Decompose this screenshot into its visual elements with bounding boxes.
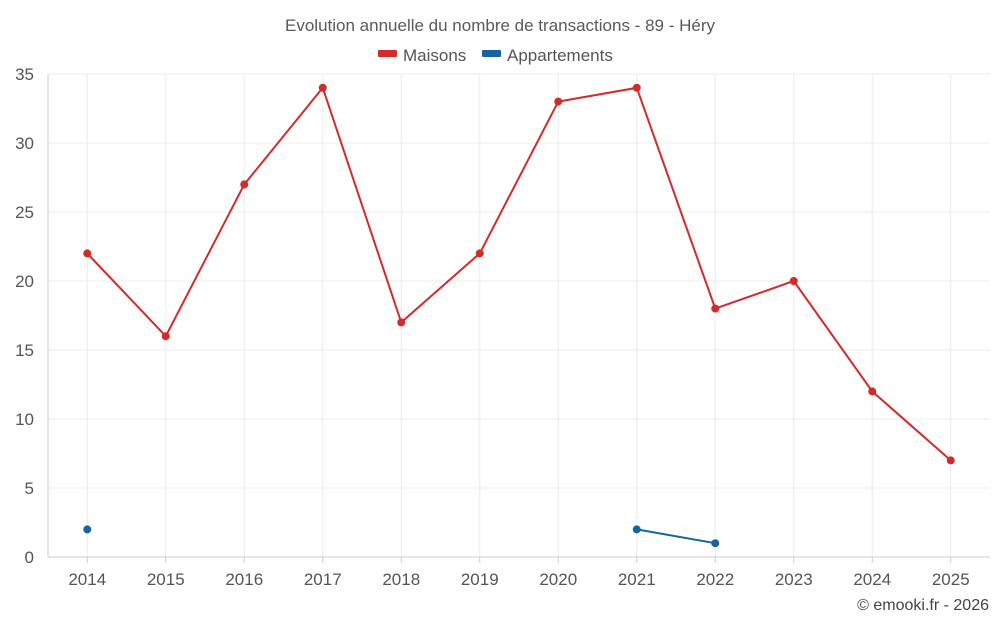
y-tick-label: 35	[15, 65, 34, 84]
credit-text: © emooki.fr - 2026	[857, 597, 989, 614]
x-tick-label: 2021	[618, 570, 656, 589]
x-tick-label: 2014	[68, 570, 106, 589]
data-point-appartements[interactable]	[711, 539, 720, 548]
data-point-maisons[interactable]	[946, 456, 955, 465]
y-tick-label: 5	[25, 479, 34, 498]
data-point-appartements[interactable]	[632, 525, 641, 534]
data-point-maisons[interactable]	[632, 83, 641, 92]
data-point-maisons[interactable]	[397, 318, 406, 327]
y-tick-label: 0	[25, 548, 34, 567]
data-point-maisons[interactable]	[161, 332, 170, 341]
x-tick-label: 2024	[853, 570, 891, 589]
chart-title: Evolution annuelle du nombre de transact…	[285, 16, 715, 35]
data-point-maisons[interactable]	[868, 387, 877, 396]
x-tick-label: 2025	[932, 570, 970, 589]
data-point-maisons[interactable]	[789, 277, 798, 285]
legend-swatch-appartements	[482, 50, 501, 57]
y-tick-label: 10	[15, 410, 34, 429]
x-tick-label: 2018	[382, 570, 420, 589]
x-tick-label: 2022	[696, 570, 734, 589]
x-tick-label: 2019	[461, 570, 499, 589]
data-point-maisons[interactable]	[318, 83, 327, 92]
y-tick-label: 25	[15, 203, 34, 222]
data-point-appartements[interactable]	[83, 525, 92, 534]
grid	[48, 73, 990, 557]
series-line-maisons	[86, 86, 952, 462]
legend-swatch-maisons	[378, 50, 397, 57]
y-tick-label: 30	[15, 134, 34, 153]
legend-label-maisons: Maisons	[403, 46, 466, 65]
series-appartements	[83, 525, 720, 548]
y-tick-label: 15	[15, 341, 34, 360]
data-point-maisons[interactable]	[240, 180, 249, 189]
legend-label-appartements: Appartements	[507, 46, 613, 65]
legend-item-maisons[interactable]: Maisons	[378, 46, 466, 65]
data-point-maisons[interactable]	[475, 249, 484, 258]
series-maisons	[83, 83, 955, 465]
data-point-maisons[interactable]	[554, 97, 563, 106]
x-tick-label: 2020	[539, 570, 577, 589]
legend: Maisons Appartements	[378, 46, 613, 65]
y-tick-label: 20	[15, 272, 34, 291]
series	[83, 83, 955, 548]
x-tick-label: 2016	[225, 570, 263, 589]
data-point-maisons[interactable]	[711, 304, 720, 313]
legend-item-appartements[interactable]: Appartements	[482, 46, 613, 65]
data-point-maisons[interactable]	[83, 249, 92, 258]
x-tick-label: 2017	[304, 570, 342, 589]
x-tick-label: 2023	[775, 570, 813, 589]
series-line-appartements	[636, 528, 716, 545]
x-tick-label: 2015	[147, 570, 185, 589]
